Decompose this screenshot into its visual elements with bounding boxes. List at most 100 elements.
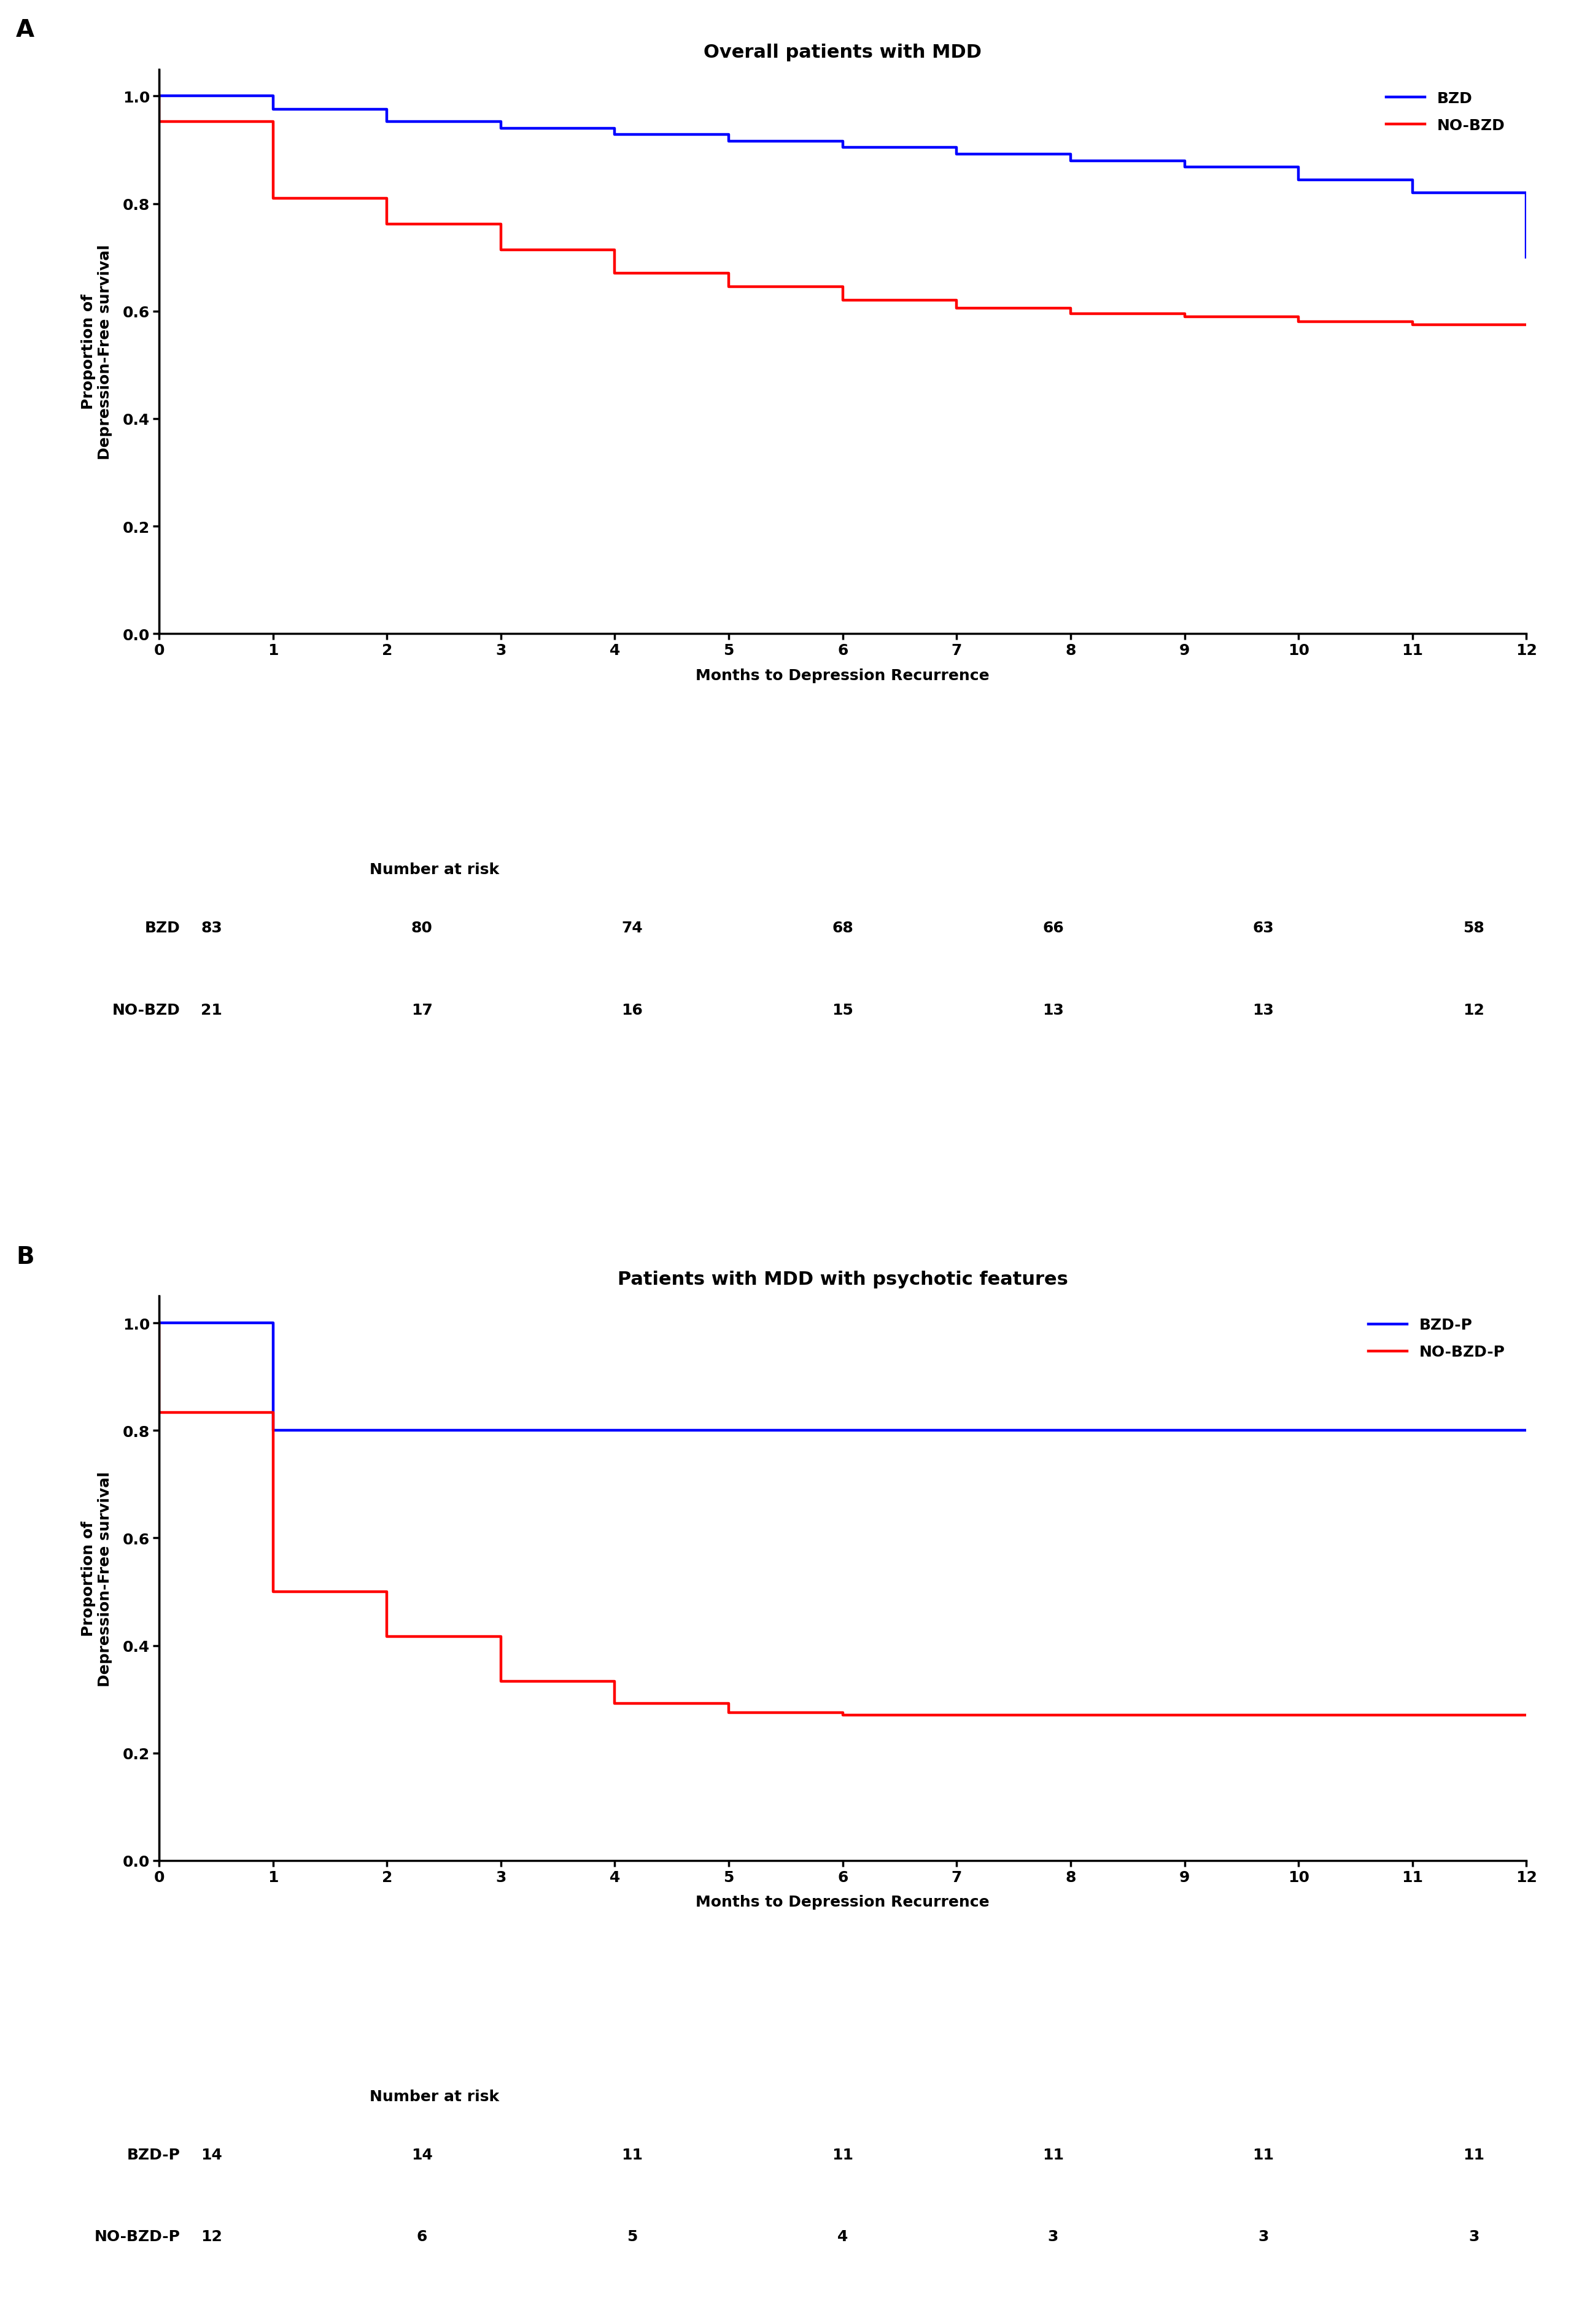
BZD-P (377, 1418, 396, 1446)
NO-BZD (719, 260, 738, 288)
BZD (719, 121, 738, 149)
NO-BZD-P (1517, 1701, 1536, 1729)
BZD (606, 121, 625, 149)
BZD (606, 114, 625, 142)
NO-BZD (948, 286, 967, 314)
BZD-P (377, 1418, 396, 1446)
NO-BZD (1061, 295, 1080, 323)
BZD (948, 135, 967, 163)
BZD-P (1517, 1418, 1536, 1446)
Text: 21: 21 (200, 1002, 223, 1018)
Text: Number at risk: Number at risk (369, 862, 499, 876)
BZD (377, 95, 396, 123)
Text: 3: 3 (1048, 2229, 1059, 2245)
NO-BZD-P (719, 1690, 738, 1717)
BZD (1402, 179, 1421, 207)
Text: 11: 11 (832, 2147, 854, 2161)
NO-BZD (377, 186, 396, 214)
X-axis label: Months to Depression Recurrence: Months to Depression Recurrence (696, 1894, 989, 1910)
Text: 12: 12 (1463, 1002, 1485, 1018)
NO-BZD (1402, 309, 1421, 337)
Text: 6: 6 (417, 2229, 428, 2245)
Title: Patients with MDD with psychotic features: Patients with MDD with psychotic feature… (617, 1271, 1068, 1287)
BZD-P (149, 1308, 169, 1336)
Text: 63: 63 (1253, 920, 1274, 934)
Text: 3: 3 (1469, 2229, 1479, 2245)
BZD-P (264, 1308, 283, 1336)
BZD (1061, 142, 1080, 170)
Text: Number at risk: Number at risk (369, 2089, 499, 2103)
Line: BZD-P: BZD-P (159, 1322, 1526, 1432)
BZD (1402, 167, 1421, 195)
BZD (1289, 167, 1309, 195)
NO-BZD-P (149, 1308, 169, 1336)
NO-BZD-P (491, 1669, 510, 1697)
NO-BZD (719, 274, 738, 302)
Text: 14: 14 (200, 2147, 223, 2161)
NO-BZD-P (149, 1399, 169, 1427)
NO-BZD (1289, 302, 1309, 330)
Text: 11: 11 (1043, 2147, 1064, 2161)
BZD (1175, 146, 1194, 174)
NO-BZD-P (377, 1622, 396, 1650)
NO-BZD (1517, 311, 1536, 339)
Text: 11: 11 (1463, 2147, 1485, 2161)
Text: 4: 4 (838, 2229, 847, 2245)
Title: Overall patients with MDD: Overall patients with MDD (704, 44, 981, 60)
NO-BZD (1402, 311, 1421, 339)
BZD (833, 135, 852, 163)
Text: 17: 17 (412, 1002, 432, 1018)
Y-axis label: Proportion of
Depression-Free survival: Proportion of Depression-Free survival (81, 244, 113, 460)
Text: 13: 13 (1043, 1002, 1064, 1018)
Text: 11: 11 (622, 2147, 642, 2161)
Legend: BZD-P, NO-BZD-P: BZD-P, NO-BZD-P (1363, 1311, 1510, 1367)
NO-BZD-P (377, 1578, 396, 1606)
NO-BZD (606, 260, 625, 288)
Text: 83: 83 (200, 920, 223, 934)
Text: NO-BZD-P: NO-BZD-P (94, 2229, 180, 2245)
Text: 11: 11 (1253, 2147, 1274, 2161)
NO-BZD-P (606, 1669, 625, 1697)
NO-BZD (264, 186, 283, 214)
Text: 16: 16 (622, 1002, 642, 1018)
Line: BZD: BZD (159, 98, 1526, 258)
NO-BZD (1175, 302, 1194, 330)
Line: NO-BZD-P: NO-BZD-P (159, 1322, 1526, 1715)
NO-BZD (491, 237, 510, 265)
NO-BZD-P (264, 1399, 283, 1427)
BZD-P (264, 1418, 283, 1446)
NO-BZD (1175, 300, 1194, 328)
NO-BZD (149, 109, 169, 137)
NO-BZD (833, 286, 852, 314)
NO-BZD-P (833, 1701, 852, 1729)
NO-BZD (491, 211, 510, 239)
NO-BZD (833, 274, 852, 302)
NO-BZD (1061, 300, 1080, 328)
Text: 68: 68 (832, 920, 854, 934)
Text: NO-BZD: NO-BZD (111, 1002, 180, 1018)
NO-BZD (377, 211, 396, 239)
Text: 58: 58 (1463, 920, 1485, 934)
NO-BZD (606, 237, 625, 265)
NO-BZD (264, 109, 283, 137)
BZD (948, 142, 967, 170)
Text: 66: 66 (1043, 920, 1064, 934)
BZD (719, 128, 738, 156)
BZD (377, 109, 396, 137)
BZD (833, 128, 852, 156)
BZD (491, 114, 510, 142)
NO-BZD-P (264, 1578, 283, 1606)
Text: 5: 5 (626, 2229, 638, 2245)
BZD (149, 84, 169, 112)
NO-BZD-P (491, 1622, 510, 1650)
Text: 3: 3 (1258, 2229, 1269, 2245)
NO-BZD-P (606, 1690, 625, 1717)
BZD (1061, 146, 1080, 174)
Text: BZD: BZD (145, 920, 180, 934)
Text: 14: 14 (412, 2147, 432, 2161)
BZD (1517, 244, 1536, 272)
Y-axis label: Proportion of
Depression-Free survival: Proportion of Depression-Free survival (81, 1471, 113, 1687)
Text: B: B (16, 1246, 33, 1269)
Text: 15: 15 (832, 1002, 854, 1018)
BZD (1289, 153, 1309, 181)
